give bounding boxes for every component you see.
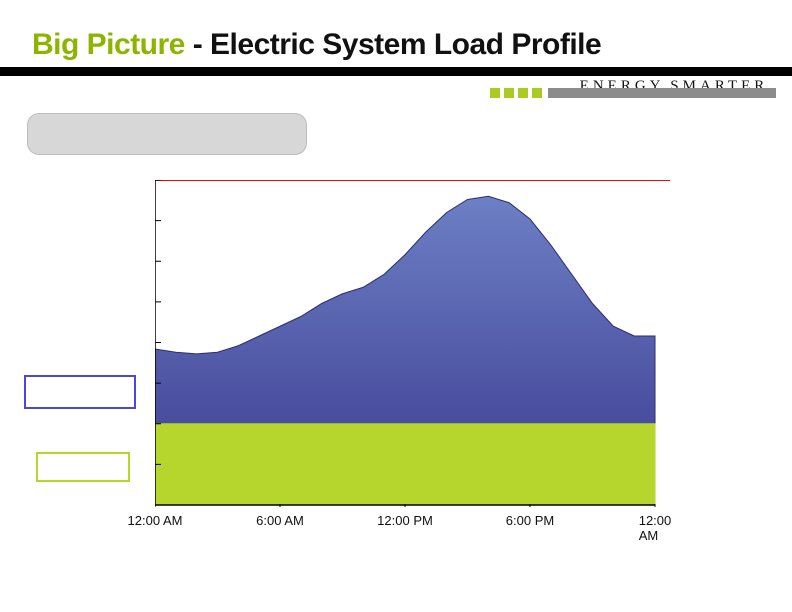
x-tick-label: 6:00 PM <box>506 513 554 528</box>
title-rest: - Electric System Load Profile <box>185 28 601 61</box>
brand-square-icon <box>504 88 514 98</box>
title-highlight: Big Picture <box>32 28 185 61</box>
x-tick-label: 12:00 AM <box>639 513 672 543</box>
slide: Big Picture - Electric System Load Profi… <box>0 0 792 612</box>
brand-square-icon <box>532 88 542 98</box>
rounded-placeholder <box>27 113 307 155</box>
brand-square-icon <box>490 88 500 98</box>
x-tick-label: 12:00 AM <box>128 513 183 528</box>
legend-box-intermediate <box>24 375 136 409</box>
brand-bar <box>548 88 776 98</box>
page-title: Big Picture - Electric System Load Profi… <box>32 28 601 62</box>
x-tick-label: 6:00 AM <box>256 513 304 528</box>
header-divider <box>0 67 792 76</box>
brand-squares <box>490 88 542 98</box>
x-tick-label: 12:00 PM <box>377 513 433 528</box>
chart-svg <box>155 180 672 507</box>
load-profile-chart: 12:00 AM6:00 AM12:00 PM6:00 PM12:00 AM <box>155 180 672 545</box>
brand-square-icon <box>518 88 528 98</box>
legend-box-baseload <box>36 452 130 482</box>
